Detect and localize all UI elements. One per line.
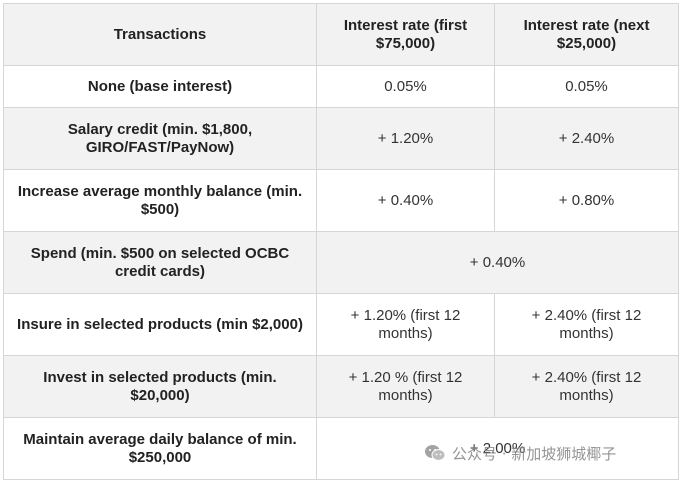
rate-next-cell: + 0.80% bbox=[494, 169, 679, 232]
interest-rate-table: Transactions Interest rate (first $75,00… bbox=[3, 3, 679, 480]
row-label: Salary credit (min. $1,800, GIRO/FAST/Pa… bbox=[3, 107, 317, 170]
row-label: Invest in selected products (min. $20,00… bbox=[3, 355, 317, 418]
rate-first-cell: + 1.20% bbox=[316, 107, 495, 170]
rate-merged-cell: + 0.40% bbox=[316, 231, 679, 294]
rate-next-cell: + 2.40% (first 12 months) bbox=[494, 355, 679, 418]
table-row: Salary credit (min. $1,800, GIRO/FAST/Pa… bbox=[3, 107, 679, 170]
row-label: Spend (min. $500 on selected OCBC credit… bbox=[3, 231, 317, 294]
table-row: Insure in selected products (min $2,000)… bbox=[3, 293, 679, 356]
table-row: Spend (min. $500 on selected OCBC credit… bbox=[3, 231, 679, 294]
rate-next-cell: + 2.40% (first 12 months) bbox=[494, 293, 679, 356]
rate-first-cell: + 1.20 % (first 12 months) bbox=[316, 355, 495, 418]
table-row: Maintain average daily balance of min. $… bbox=[3, 417, 679, 480]
rate-first-cell: + 0.40% bbox=[316, 169, 495, 232]
rate-next-cell: 0.05% bbox=[494, 65, 679, 108]
row-label: Maintain average daily balance of min. $… bbox=[3, 417, 317, 480]
row-label: Increase average monthly balance (min. $… bbox=[3, 169, 317, 232]
rate-merged-cell: + 2.00% bbox=[316, 417, 679, 480]
row-label: None (base interest) bbox=[3, 65, 317, 108]
header-transactions: Transactions bbox=[3, 3, 317, 66]
header-rate-first: Interest rate (first $75,000) bbox=[316, 3, 495, 66]
table-row: Increase average monthly balance (min. $… bbox=[3, 169, 679, 232]
rate-next-cell: + 2.40% bbox=[494, 107, 679, 170]
header-row: Transactions Interest rate (first $75,00… bbox=[3, 3, 679, 66]
table-row: None (base interest) 0.05% 0.05% bbox=[3, 65, 679, 108]
rate-first-cell: + 1.20% (first 12 months) bbox=[316, 293, 495, 356]
row-label: Insure in selected products (min $2,000) bbox=[3, 293, 317, 356]
interest-rate-table-container: Transactions Interest rate (first $75,00… bbox=[3, 3, 679, 480]
table-row: Invest in selected products (min. $20,00… bbox=[3, 355, 679, 418]
rate-first-cell: 0.05% bbox=[316, 65, 495, 108]
header-rate-next: Interest rate (next $25,000) bbox=[494, 3, 679, 66]
